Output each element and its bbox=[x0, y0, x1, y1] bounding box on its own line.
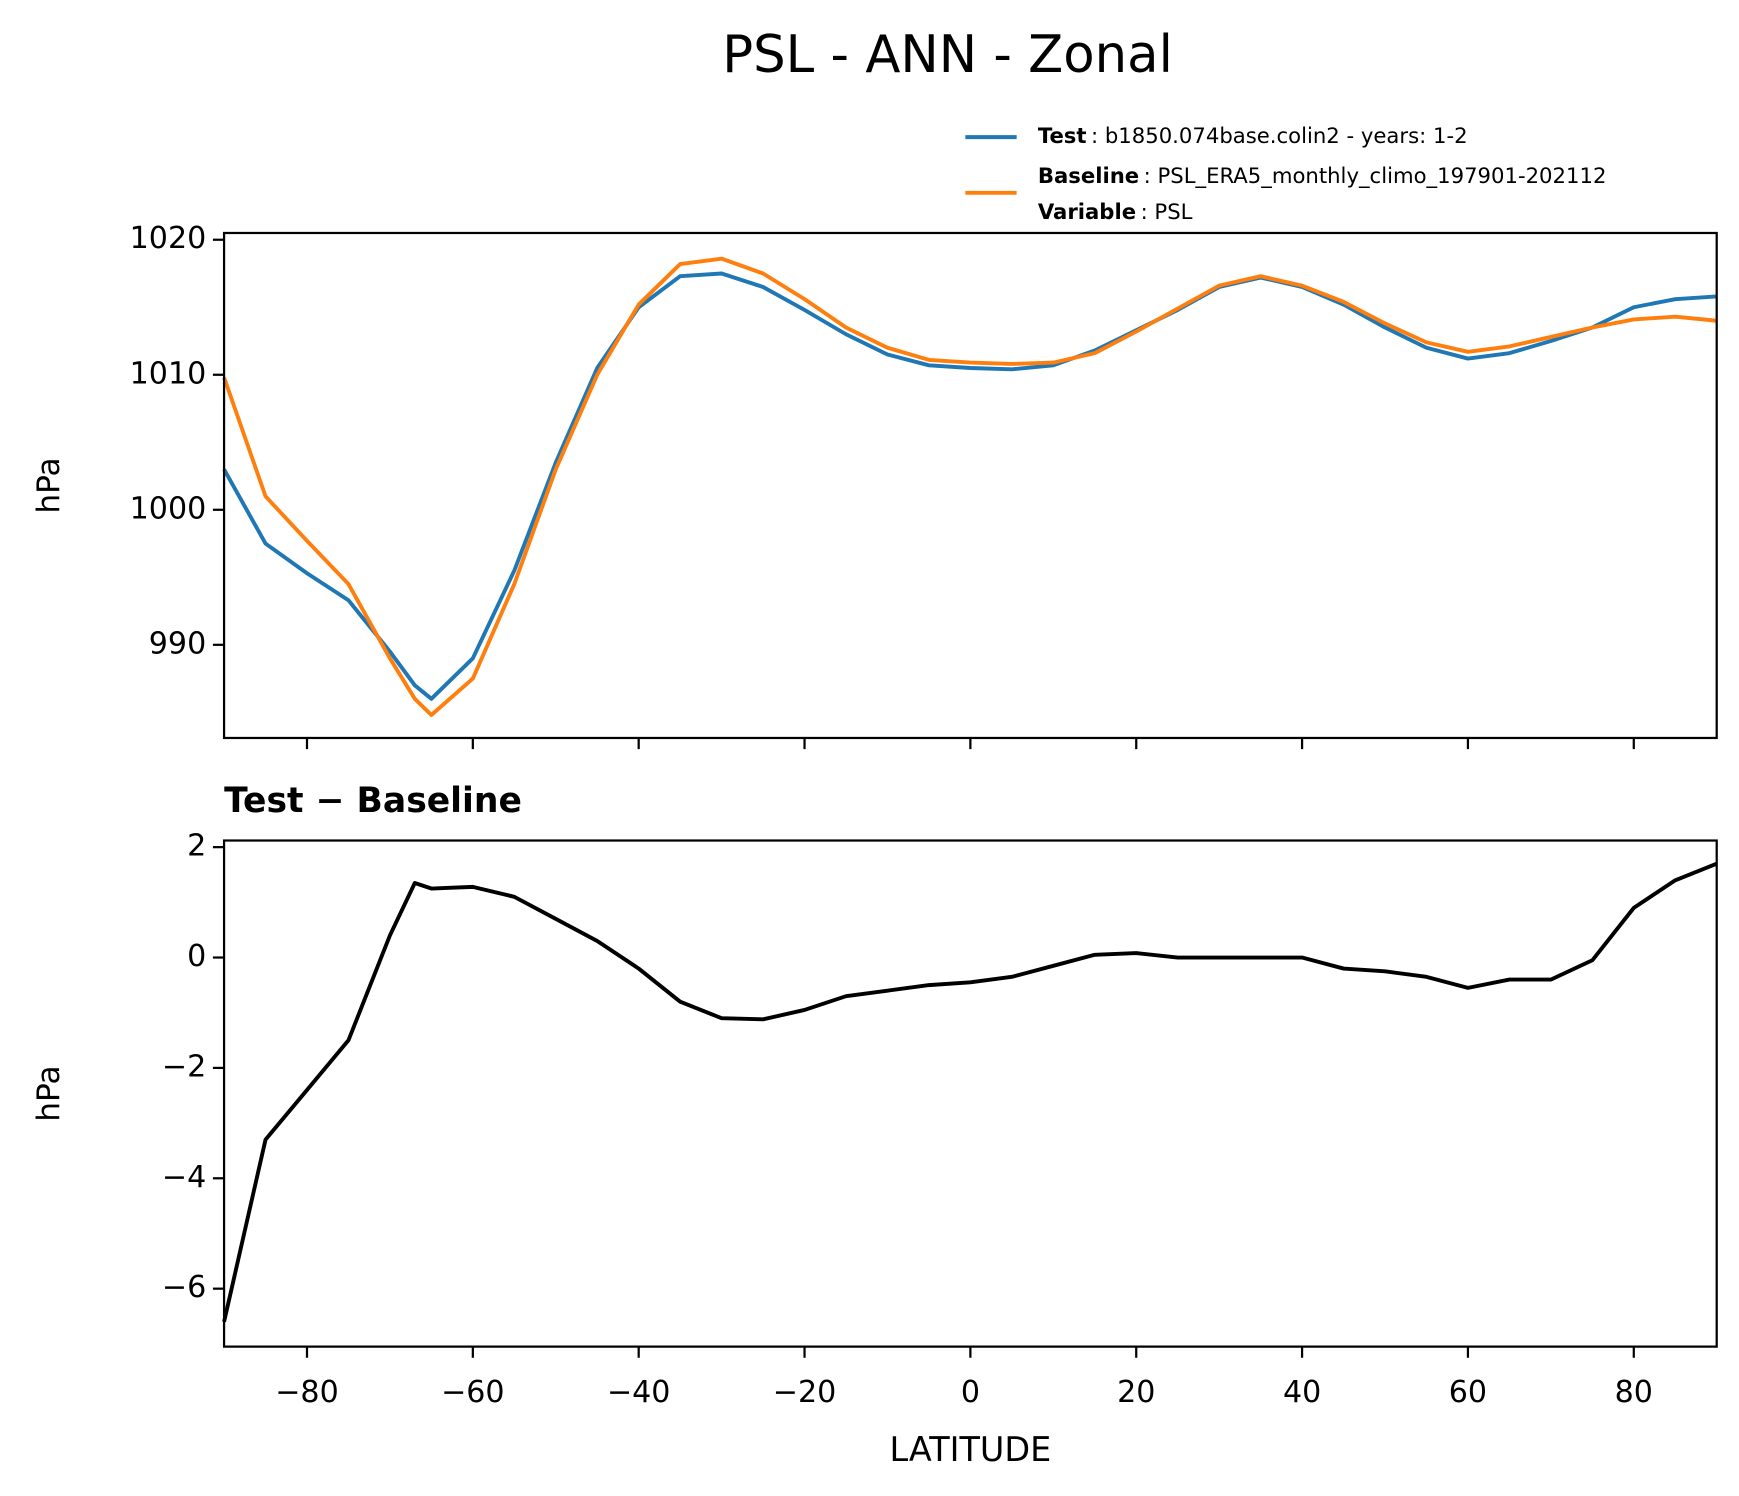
x-axis-label: LATITUDE bbox=[890, 1430, 1052, 1469]
legend-label: : b1850.074base.colin2 - years: 1-2 bbox=[1091, 123, 1468, 148]
y-tick-label: 1000 bbox=[130, 491, 207, 526]
y-tick-label: 1020 bbox=[130, 221, 207, 256]
legend-label: : PSL_ERA5_monthly_climo_197901-202112 bbox=[1144, 163, 1607, 189]
y-tick-label: −2 bbox=[162, 1049, 206, 1084]
y-tick-label: −6 bbox=[162, 1270, 206, 1305]
y-tick-label: 990 bbox=[149, 626, 206, 661]
legend-entry: Baseline: PSL_ERA5_monthly_climo_197901-… bbox=[1038, 163, 1607, 189]
axes-frame bbox=[222, 231, 1718, 740]
legend-name: Variable bbox=[1038, 199, 1136, 224]
x-tick-label: 60 bbox=[1449, 1375, 1487, 1410]
legend-name: Baseline bbox=[1038, 163, 1139, 188]
x-tick-label: 80 bbox=[1615, 1375, 1653, 1410]
y-tick-label: 0 bbox=[187, 939, 206, 974]
figure-title: PSL - ANN - Zonal bbox=[722, 25, 1173, 85]
x-tick-label: −20 bbox=[773, 1375, 836, 1410]
data-line bbox=[222, 256, 1717, 717]
x-tick-label: −60 bbox=[441, 1375, 504, 1410]
x-tick-label: 20 bbox=[1117, 1375, 1155, 1410]
x-tick-label: −80 bbox=[275, 1375, 338, 1410]
legend-entry: Variable: PSL bbox=[1038, 199, 1193, 224]
y-tick-label: −4 bbox=[162, 1160, 206, 1195]
x-tick-label: 40 bbox=[1283, 1375, 1321, 1410]
axes-frame bbox=[222, 839, 1718, 1348]
y-axis-label: hPa bbox=[31, 1065, 67, 1121]
data-line bbox=[222, 271, 1717, 701]
legend-name: Test bbox=[1038, 123, 1087, 148]
legend-label: : PSL bbox=[1141, 199, 1193, 224]
data-line bbox=[222, 861, 1718, 1323]
y-axis-label: hPa bbox=[31, 457, 67, 513]
y-tick-label: 2 bbox=[187, 829, 206, 864]
x-tick-label: −40 bbox=[607, 1375, 670, 1410]
legend-entry: Test: b1850.074base.colin2 - years: 1-2 bbox=[1038, 123, 1468, 148]
x-tick-label: 0 bbox=[961, 1375, 980, 1410]
panel-title: Test − Baseline bbox=[224, 781, 522, 821]
y-tick-label: 1010 bbox=[130, 356, 207, 391]
